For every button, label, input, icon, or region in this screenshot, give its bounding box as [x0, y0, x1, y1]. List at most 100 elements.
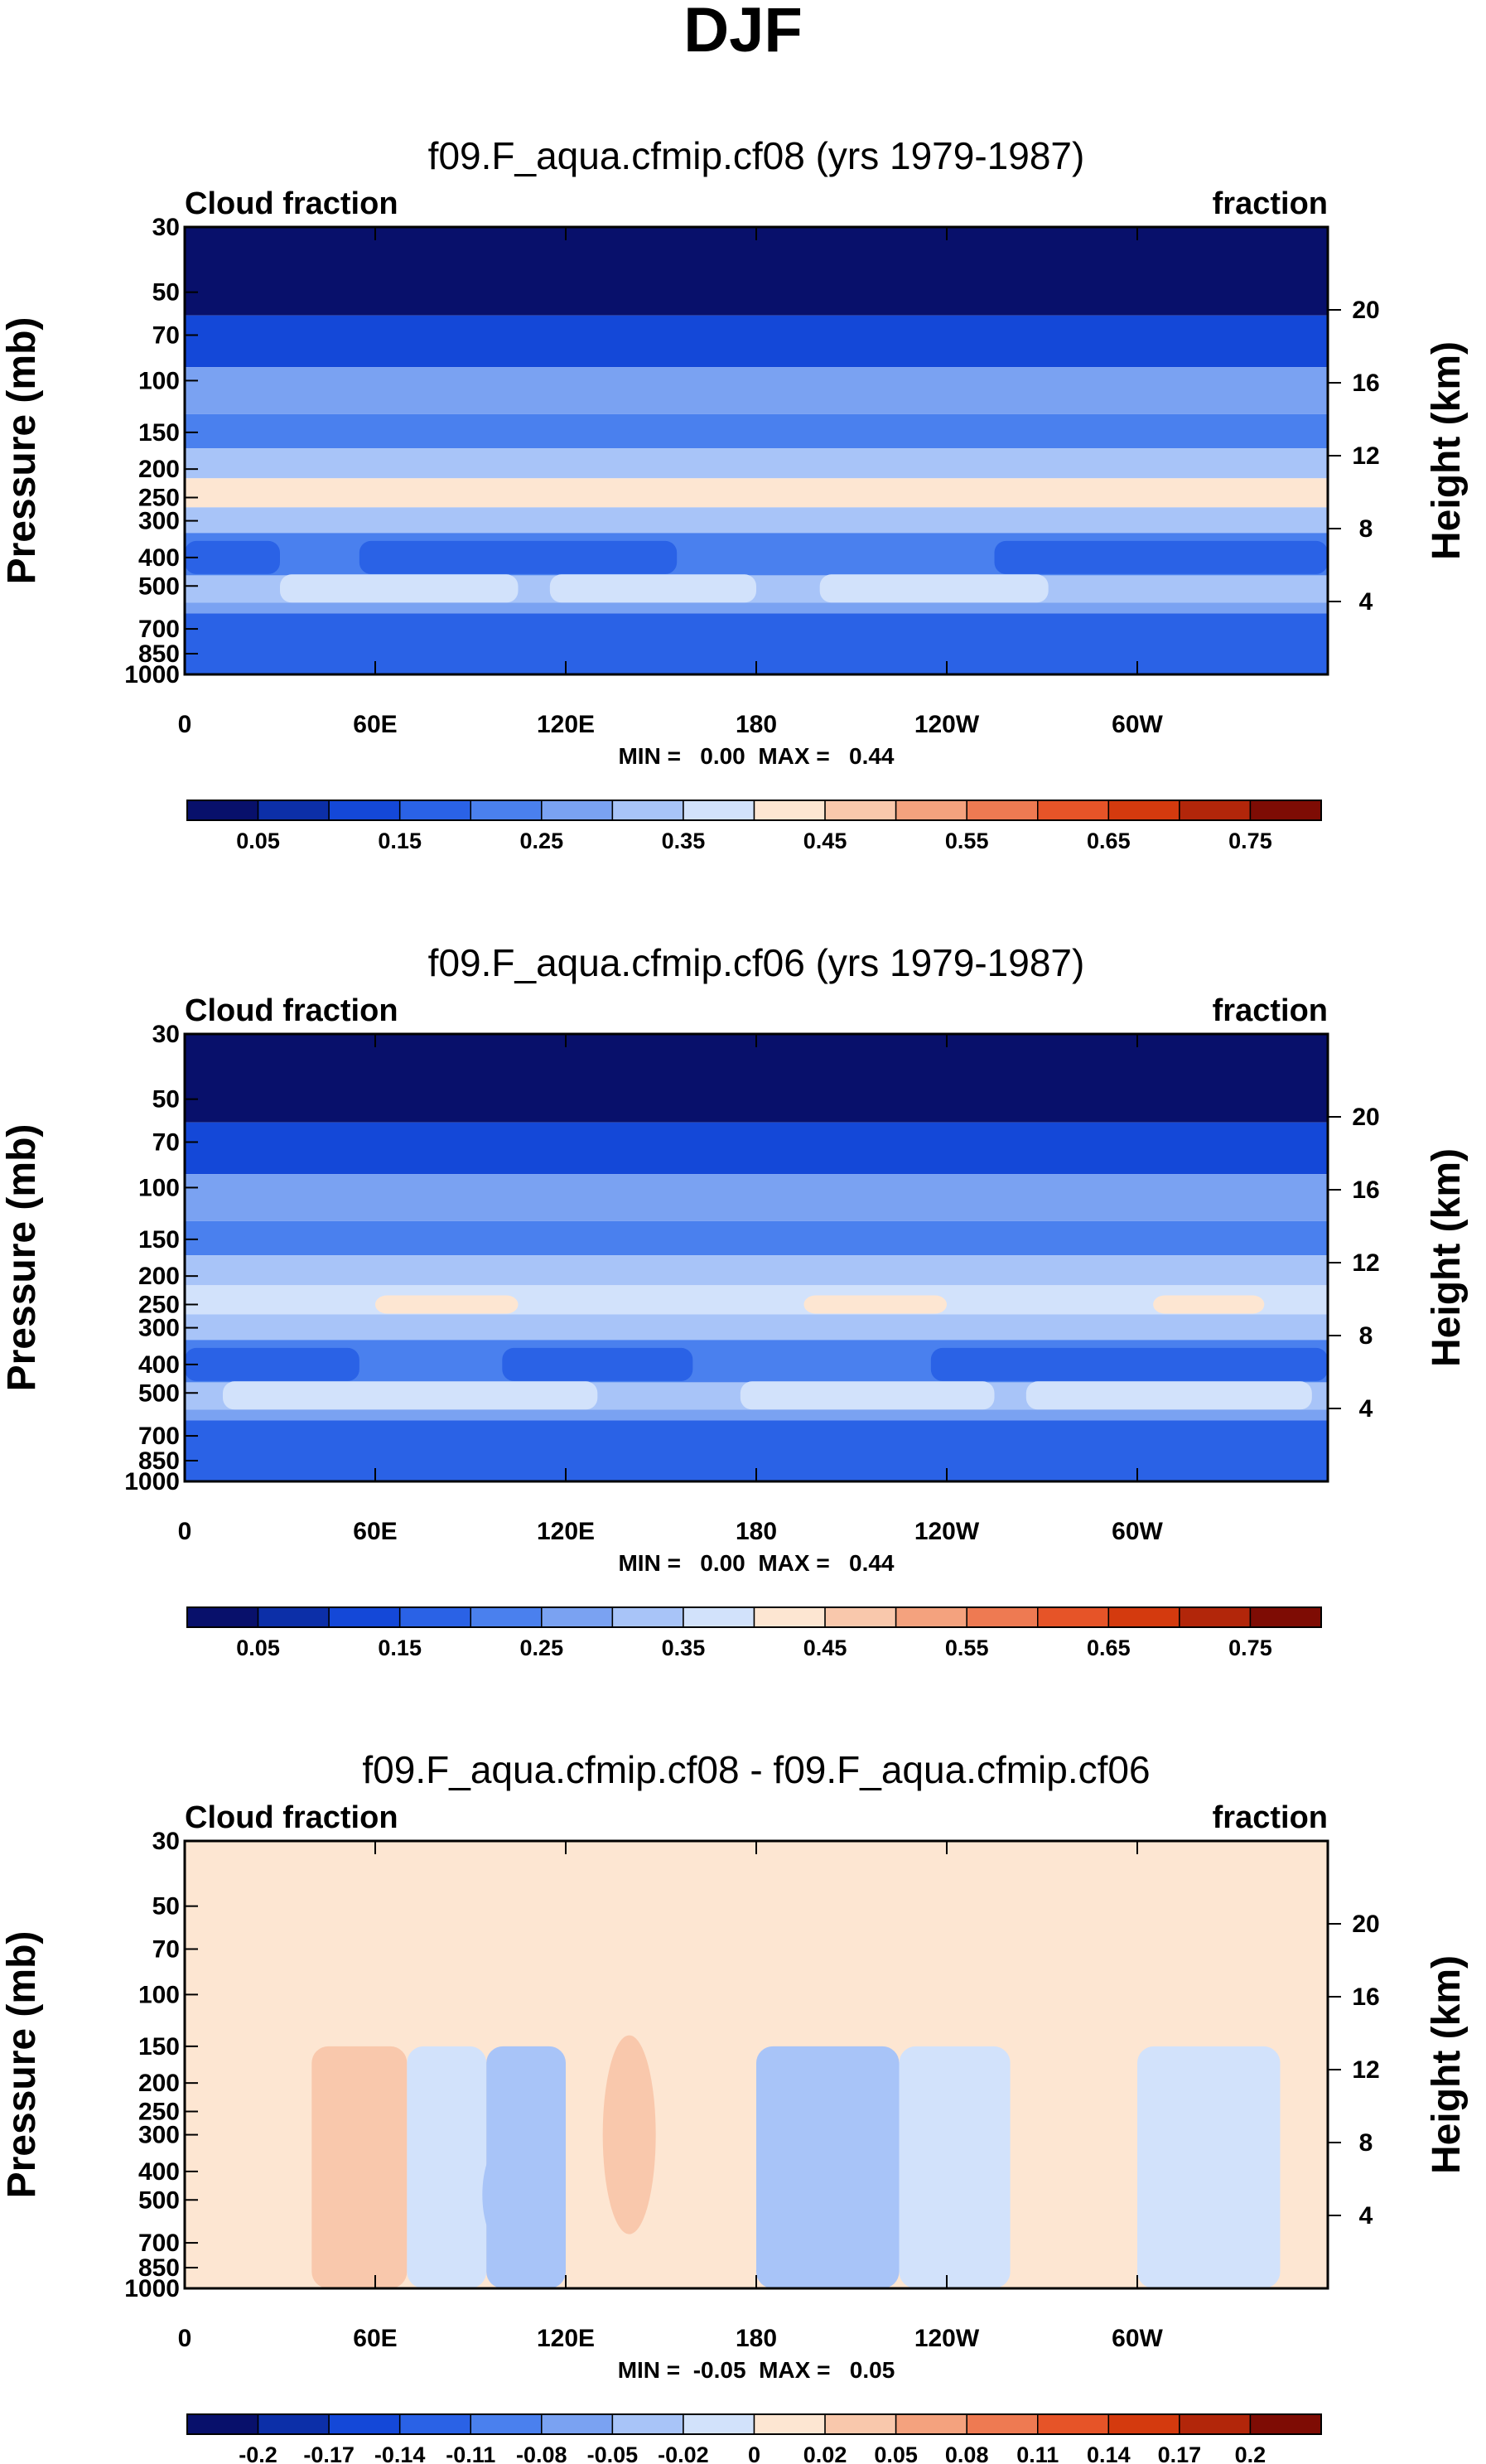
x-tick-label: 60E — [353, 2325, 397, 2352]
contour-layer — [185, 448, 1328, 479]
y-tick-label: 700 — [138, 616, 180, 643]
colorbar-box — [257, 2413, 330, 2435]
contour-patch — [819, 574, 1049, 603]
contour-column — [899, 2046, 1011, 2288]
y-tick-label: 200 — [138, 1263, 180, 1290]
y-axis-right-title: Height (km) — [1425, 1148, 1469, 1367]
y-tick-label: 30 — [152, 214, 180, 241]
colorbar-box — [824, 1606, 897, 1628]
contour-patch — [803, 1295, 947, 1314]
colorbar-box — [328, 800, 401, 821]
height-tick-label: 8 — [1359, 1322, 1373, 1350]
contour-layer — [185, 315, 1328, 368]
right-label: fraction — [1213, 993, 1328, 1028]
contour-layer — [185, 507, 1328, 534]
colorbar-box — [470, 800, 543, 821]
contour-layer — [185, 1174, 1328, 1221]
colorbar-box — [186, 1606, 259, 1628]
x-tick-label: 120E — [537, 2325, 595, 2352]
x-tick-label: 60W — [1112, 711, 1163, 738]
contour-patch — [1153, 428, 1201, 437]
colorbar-frame — [186, 800, 1322, 821]
colorbar-box — [895, 800, 967, 821]
colorbar-box — [257, 1606, 330, 1628]
panel-title: f09.F_aqua.cfmip.cf06 (yrs 1979-1987) — [428, 941, 1085, 984]
y-axis-title: Pressure (mb) — [0, 317, 44, 585]
colorbar-frame — [186, 1606, 1322, 1628]
contour-layer — [185, 1285, 1328, 1315]
y-tick-label: 1000 — [124, 1468, 180, 1495]
colorbar-tick-label: 0.11 — [1016, 2442, 1059, 2464]
colorbar-tick-label: 0.05 — [874, 2442, 918, 2464]
colorbar-box — [541, 1606, 614, 1628]
colorbar-box — [1037, 800, 1110, 821]
chart-panel-1: f09.F_aqua.cfmip.cf08 (yrs 1979-1987) Clo… — [0, 134, 1469, 853]
height-tick-label: 20 — [1352, 1104, 1379, 1131]
colorbar-box — [186, 800, 259, 821]
y-tick-label: 850 — [138, 640, 180, 668]
colorbar-box — [1037, 2413, 1110, 2435]
contour-patch — [549, 574, 756, 603]
y-tick-label: 700 — [138, 2230, 180, 2257]
left-label: Cloud fraction — [185, 993, 398, 1028]
colorbar-box — [611, 800, 684, 821]
chart-panel-3: f09.F_aqua.cfmip.cf08 - f09.F_aqua.cfmip… — [0, 1748, 1469, 2464]
colorbar-tick-label: -0.08 — [516, 2442, 567, 2464]
height-tick-label: 20 — [1352, 1911, 1379, 1938]
colorbar-box — [1179, 2413, 1252, 2435]
colorbar-box — [1179, 1606, 1252, 1628]
panel-title: f09.F_aqua.cfmip.cf08 (yrs 1979-1987) — [428, 134, 1085, 177]
y-tick-label: 300 — [138, 1315, 180, 1342]
colorbar-tick-label: 0.08 — [945, 2442, 989, 2464]
y-tick-label: 1000 — [124, 2275, 180, 2302]
colorbar-tick-label: 0.55 — [945, 829, 989, 853]
contour-layer — [185, 1314, 1328, 1341]
x-tick-label: 120W — [914, 711, 980, 738]
colorbar-box — [1179, 800, 1252, 821]
contour-column — [407, 2046, 487, 2288]
colorbar-box — [398, 2413, 471, 2435]
height-tick-label: 4 — [1359, 588, 1373, 616]
contour-patch — [1153, 1295, 1265, 1314]
colorbar-tick-label: 0.14 — [1087, 2442, 1131, 2464]
colorbar-box — [683, 2413, 755, 2435]
colorbar-box — [470, 2413, 543, 2435]
min-max-label: MIN = -0.05 MAX = 0.05 — [618, 2357, 895, 2383]
height-tick-label: 16 — [1352, 1983, 1379, 2011]
colorbar-box — [824, 2413, 897, 2435]
panel-title: f09.F_aqua.cfmip.cf08 - f09.F_aqua.cfmip… — [362, 1748, 1150, 1791]
y-tick-label: 30 — [152, 1828, 180, 1855]
colorbar-tick-label: 0.15 — [378, 1635, 422, 1660]
contour-blob — [325, 2056, 375, 2239]
x-tick-label: 0 — [178, 2325, 192, 2352]
y-tick-label: 400 — [138, 1351, 180, 1379]
colorbar-tick-label: 0.65 — [1087, 829, 1131, 853]
y-tick-label: 200 — [138, 2070, 180, 2097]
y-axis-title: Pressure (mb) — [0, 1931, 44, 2199]
contour-layer — [185, 1255, 1328, 1286]
colorbar-tick-label: -0.2 — [239, 2442, 277, 2464]
contour-layer — [185, 1122, 1328, 1175]
contour-patch — [223, 1381, 598, 1410]
x-tick-label: 60W — [1112, 2325, 1163, 2352]
y-tick-label: 500 — [138, 1379, 180, 1407]
colorbar-box — [753, 800, 826, 821]
colorbar-tick-label: 0.2 — [1235, 2442, 1266, 2464]
y-axis-right-title: Height (km) — [1425, 341, 1469, 560]
x-tick-label: 180 — [736, 1518, 777, 1545]
colorbar-box — [966, 2413, 1039, 2435]
colorbar-box — [753, 1606, 826, 1628]
colorbar-tick-label: 0.45 — [803, 829, 847, 853]
y-tick-label: 850 — [138, 2254, 180, 2282]
height-tick-label: 12 — [1352, 2056, 1379, 2084]
contour-patch — [930, 1347, 1328, 1381]
colorbar-tick-label: -0.14 — [374, 2442, 426, 2464]
y-tick-label: 30 — [152, 1021, 180, 1048]
y-tick-label: 100 — [138, 1981, 180, 2008]
contour-layer — [185, 1220, 1328, 1256]
contour-patch — [994, 540, 1328, 574]
contour-patch — [359, 540, 678, 574]
contour-column — [692, 2046, 756, 2288]
x-tick-label: 0 — [178, 1518, 192, 1545]
y-tick-label: 500 — [138, 2186, 180, 2214]
